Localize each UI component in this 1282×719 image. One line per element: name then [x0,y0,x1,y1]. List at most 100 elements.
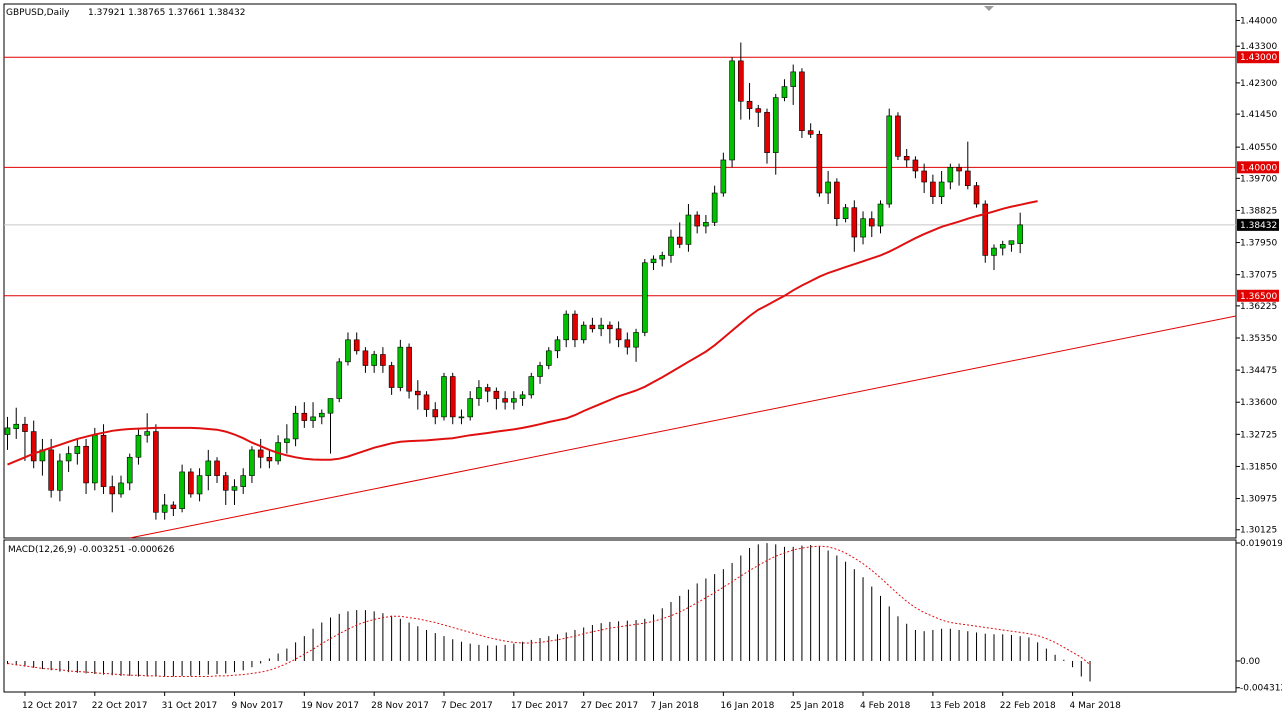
bull-candle [991,247,997,256]
moving-average-line [7,200,1038,466]
bear-candle [694,214,700,227]
bear-candle [799,71,805,131]
bull-candle [179,471,185,509]
bull-candle [659,255,666,260]
bull-candle [144,431,150,436]
price-tick-label: 1.36225 [1240,302,1277,312]
chart-header-symbol: GBPUSD,Daily [6,8,70,18]
bull-candle [563,313,570,341]
moving-average-layer [7,200,1038,466]
bear-candle [301,412,308,421]
bear-candle [214,460,220,476]
bull-candle [947,167,954,183]
bear-candle [100,434,107,487]
bull-candle [240,475,247,487]
price-tick-label: 1.30975 [1240,495,1277,505]
current-price-tag-label: 1.38432 [1240,221,1277,231]
bear-candle [449,376,456,418]
time-tick-label: 4 Feb 2018 [860,701,911,711]
bear-candle [415,390,421,396]
bear-candle [956,167,962,172]
bull-candle [720,159,727,194]
time-tick-label: 4 Mar 2018 [1070,701,1122,711]
macd-layer [7,543,1091,682]
bull-candle [729,60,735,161]
macd-header-label: MACD(12,26,9) -0.003251 -0.000626 [8,545,175,555]
bear-candle [589,324,596,330]
bear-candle [222,475,229,491]
bull-candle [860,218,866,238]
bull-candle [65,453,72,462]
price-tick-label: 1.37075 [1240,271,1277,281]
bear-candle [807,130,814,135]
bull-candle [345,339,351,363]
time-tick-label: 13 Feb 2018 [930,701,986,711]
bull-candle [441,376,447,418]
time-tick-label: 25 Jan 2018 [790,701,844,711]
level-tag-label: 1.36500 [1240,292,1277,302]
bear-candle [816,133,823,194]
bull-candle [685,214,692,245]
bear-candle [982,203,989,256]
bear-candle [353,339,360,352]
bull-candle [519,394,526,399]
bull-candle [877,203,884,227]
bull-candle [476,387,482,399]
bull-candle [1017,224,1023,244]
price-tick-label: 1.42300 [1240,79,1277,89]
time-tick-label: 7 Dec 2017 [441,701,493,711]
bull-candle [397,346,404,388]
bear-candle [764,111,770,153]
bear-candle [738,60,744,102]
price-tick-label: 1.35350 [1240,334,1277,344]
bull-candle [711,192,718,223]
bull-candle [772,97,779,153]
bear-candle [48,449,54,491]
bear-candle [755,108,762,113]
bear-candle [493,390,500,399]
bear-candle [903,156,910,161]
bear-candle [502,398,508,403]
bear-candle [895,115,901,157]
price-axis: 1.44000 1.43300 1.42300 1.41450 1.40550 1.397… [1236,17,1277,536]
price-tick-label: 1.30125 [1240,526,1277,536]
bull-candle [528,376,535,396]
time-tick-label: 22 Feb 2018 [1000,701,1056,711]
time-tick-label: 9 Nov 2017 [231,701,283,711]
bear-candle [406,346,412,392]
price-tick-label: 1.44000 [1240,17,1277,27]
bull-candle [371,354,377,366]
bear-candle [257,449,264,458]
current-price-tag [1237,218,1279,231]
bull-candle [57,460,63,491]
support-trendline [129,315,1237,539]
bull-candle [284,438,290,443]
bear-candle [170,504,177,509]
chart-shift-icon[interactable] [984,6,994,11]
bear-candle [83,445,89,484]
bear-candle [153,431,159,513]
bear-candle [109,486,116,495]
bear-candle [607,324,613,330]
bull-candle [842,207,849,220]
bull-candle [327,398,334,414]
bull-candle [196,475,203,495]
bull-candle [790,71,797,87]
bull-candle [825,181,831,194]
level-tag [1237,161,1279,174]
price-pane-frame [3,3,1237,539]
time-tick-label: 16 Jan 2018 [720,701,774,711]
time-tick-label: 28 Nov 2017 [371,701,429,711]
chart-header-ohlc: 1.37921 1.38765 1.37661 1.38432 [88,8,245,18]
bull-candle [92,434,98,484]
bear-candle [964,170,971,186]
bear-candle [746,100,753,109]
bull-candle [554,339,561,352]
level-tag [1237,289,1279,302]
price-tick-label: 1.41450 [1240,110,1277,120]
bull-candle [135,434,142,458]
bull-candle [781,86,788,98]
bull-candle [598,324,604,330]
bear-candle [188,471,194,495]
